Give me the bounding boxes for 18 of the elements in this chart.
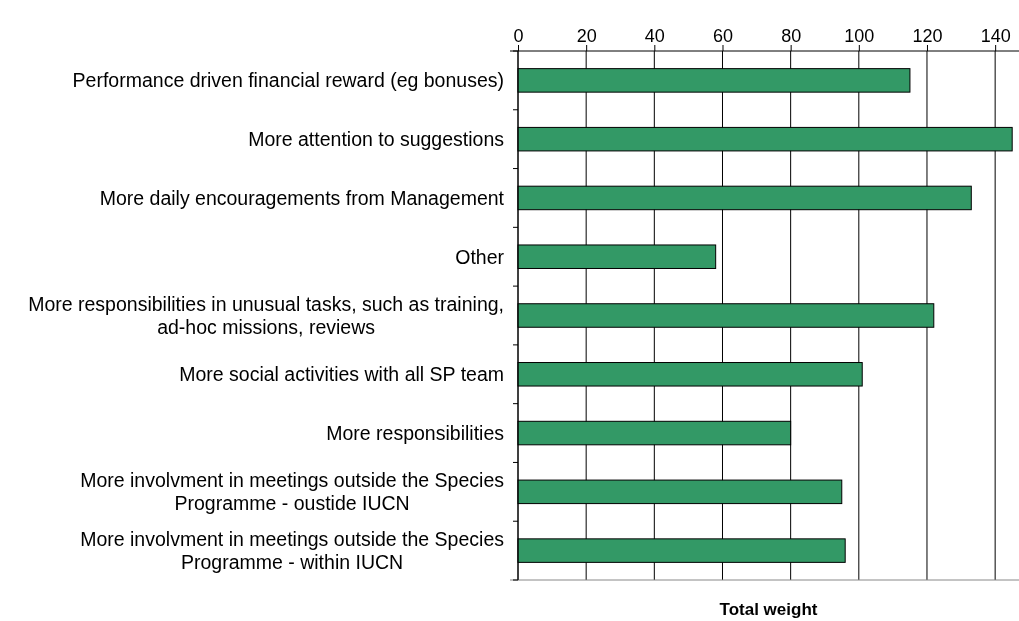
y-tick-label: More responsibilities in unusual tasks, such as training, ad-hoc missions, reviews (28, 292, 504, 338)
x-tick-label: 120 (912, 26, 943, 46)
x-tick-label: 20 (576, 26, 597, 46)
y-tick-label: More responsibilities (326, 421, 505, 444)
x-tick-label: 100 (844, 26, 875, 46)
x-axis-title: Total weight (719, 600, 818, 619)
y-tick-label: More involvment in meetings outside the Species Programme - oustide IUCN (80, 469, 505, 515)
y-tick-label: More daily encouragements from Management (99, 186, 505, 209)
y-tick-label: More attention to suggestions (248, 127, 505, 150)
x-tick-label: 0 (513, 26, 524, 46)
x-tick-label: 40 (644, 26, 665, 46)
y-tick-label: Other (455, 245, 505, 268)
x-tick-label: 140 (980, 26, 1011, 46)
y-tick-label: Performance driven financial reward (eg bonuses) (72, 69, 504, 92)
x-tick-label: 60 (712, 26, 734, 46)
y-tick-label: More social activities with all SP team (179, 363, 504, 386)
y-tick-label: More involvment in meetings outside the Species Programme - within IUCN (80, 527, 505, 573)
x-tick-label: 80 (781, 26, 802, 46)
